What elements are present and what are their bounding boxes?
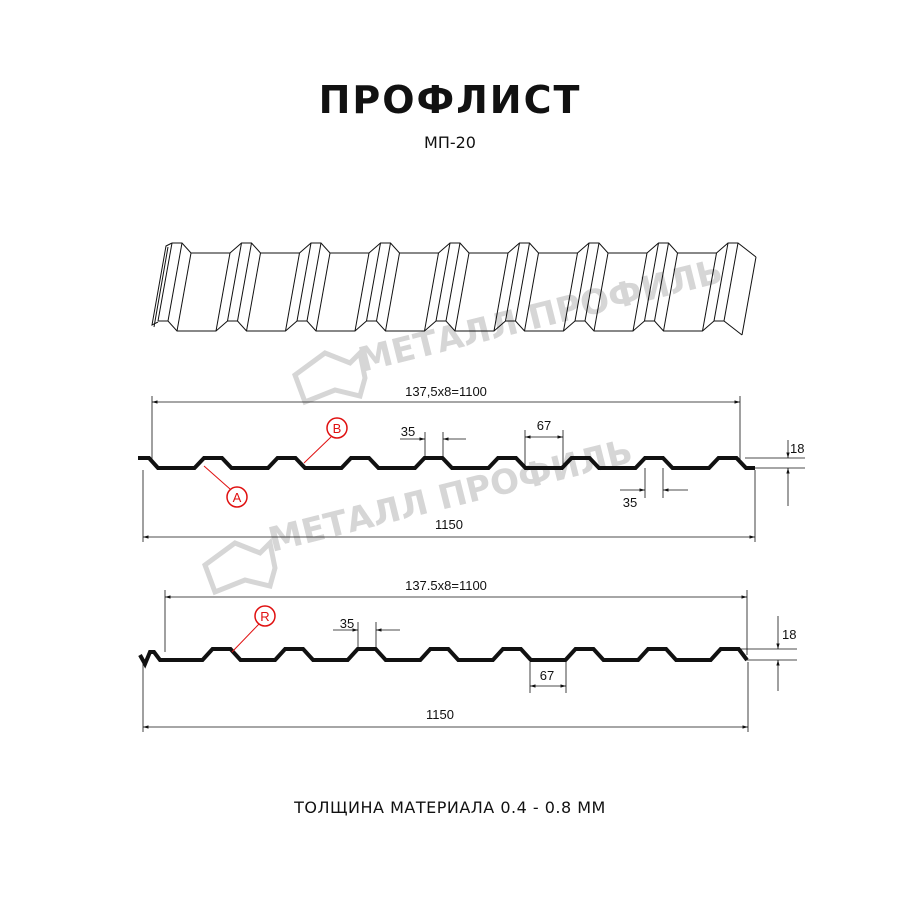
sheet-fold-line (296, 242, 312, 322)
sheet-fold-line (644, 242, 659, 322)
sheet-fold-line (424, 252, 439, 332)
sheet-fold-line (493, 252, 509, 332)
sheet-fold-line (505, 242, 520, 322)
profile-a-bottom-dim: 67 (537, 418, 551, 433)
sheet-fold-line (563, 252, 578, 332)
watermark-2: МЕТАЛЛ ПРОФИЛЬ (202, 432, 637, 596)
sheet-fold-line (435, 242, 451, 322)
profile-b-section (138, 647, 749, 669)
model-subtitle: МП-20 (424, 133, 476, 152)
label-b-callout: B (303, 417, 348, 464)
sheet-fold-line (366, 242, 381, 322)
sheet-fold-line (315, 252, 331, 332)
sheet-3d-view (151, 242, 757, 336)
svg-text:МЕТАЛЛ ПРОФИЛЬ: МЕТАЛЛ ПРОФИЛЬ (265, 432, 637, 561)
material-thickness: ТОЛЩИНА МАТЕРИАЛА 0.4 - 0.8 ММ (294, 798, 606, 817)
sheet-fold-line (723, 242, 739, 322)
sheet-fold-line (584, 242, 600, 322)
sheet-fold-line (454, 252, 470, 332)
svg-text:B: B (333, 421, 342, 436)
sheet-fold-line (574, 242, 590, 322)
sheet-fold-line (157, 242, 173, 322)
sheet-fold-line (285, 252, 300, 332)
sheet-fold-line (654, 242, 669, 322)
sheet-fold-line (237, 242, 252, 322)
profile-b-dimensions (142, 590, 797, 732)
sheet-fold-line (515, 242, 530, 322)
sheet-fold-line (593, 252, 609, 332)
profile-b-pitch-dim: 137.5x8=1100 (405, 578, 487, 593)
sheet-fold-line (354, 252, 370, 332)
profile-a-top-dim: 35 (401, 424, 415, 439)
sheet-fold-line (663, 252, 678, 332)
profile-b-bottom-dim: 67 (540, 668, 554, 683)
label-a-callout: A (203, 465, 248, 508)
sheet-fold-line (741, 256, 757, 336)
sheet-fold-line (215, 252, 231, 332)
sheet-fold-line (632, 252, 648, 332)
sheet-fold-line (376, 242, 391, 322)
profile-a-height-dim: 18 (790, 441, 804, 456)
profile-b-width-dim: 1150 (426, 707, 454, 722)
page-title: ПРОФЛИСТ (318, 78, 582, 122)
svg-text:МЕТАЛЛ ПРОФИЛЬ: МЕТАЛЛ ПРОФИЛЬ (355, 252, 727, 381)
profile-a-width-dim: 1150 (435, 517, 463, 532)
profile-a-dimensions (142, 396, 805, 542)
svg-text:R: R (260, 609, 269, 624)
sheet-fold-line (176, 252, 192, 332)
sheet-fold-line (702, 252, 717, 332)
sheet-fold-line (445, 242, 461, 322)
sheet-left-flange (153, 246, 169, 328)
profile-b-top-dim: 35 (340, 616, 354, 631)
sheet-fold-line (385, 252, 400, 332)
label-r-callout: R (231, 605, 276, 653)
svg-text:A: A (233, 490, 242, 505)
profile-a-pitch-dim: 137,5x8=1100 (405, 384, 487, 399)
sheet-fold-line (524, 252, 539, 332)
profile-b-height-dim: 18 (782, 627, 796, 642)
sheet-fold-line (167, 242, 183, 322)
profile-a-section (138, 456, 755, 470)
profile-a-lower-top-dim: 35 (623, 495, 637, 510)
sheet-fold-line (246, 252, 261, 332)
sheet-fold-line (306, 242, 322, 322)
sheet-fold-line (227, 242, 242, 322)
sheet-fold-line (713, 242, 729, 322)
